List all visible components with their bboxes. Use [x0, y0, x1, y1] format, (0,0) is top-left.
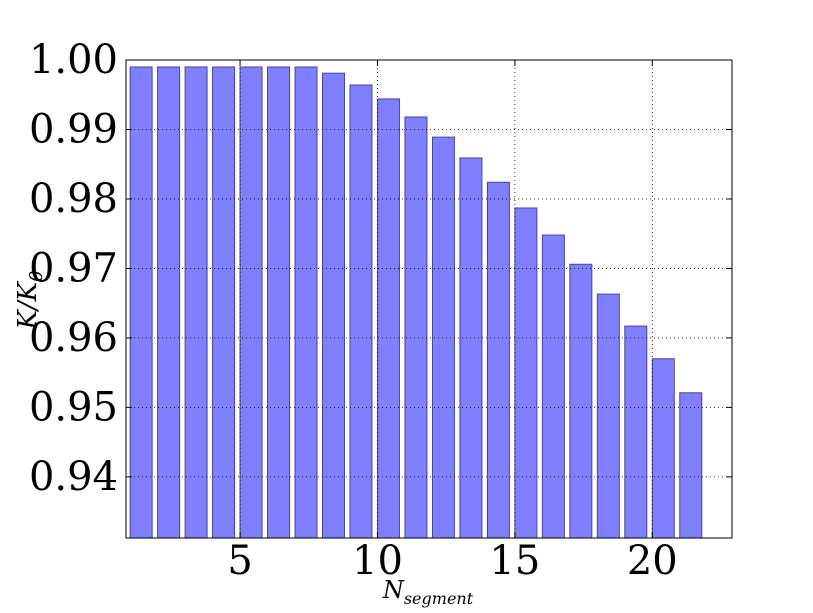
x-tick-label: 10 — [352, 538, 403, 584]
bar — [486, 181, 510, 539]
bar — [431, 136, 455, 539]
bar — [679, 392, 703, 539]
x-label-sub: segment — [404, 589, 474, 608]
bar — [212, 66, 236, 539]
bar — [459, 157, 483, 539]
x-tick-label: 15 — [489, 538, 540, 584]
bar — [404, 116, 428, 539]
bar — [239, 66, 263, 539]
bar — [624, 325, 648, 539]
y-tick-label: 0.97 — [29, 245, 118, 291]
bar — [569, 263, 593, 539]
y-tick-label: 0.99 — [29, 106, 118, 152]
bar — [514, 207, 538, 539]
y-label-sub: 0 — [26, 270, 47, 281]
y-tick-label: 0.98 — [29, 176, 118, 222]
y-label-main: K/K — [13, 280, 43, 330]
bar — [184, 66, 208, 539]
y-tick-label: 0.94 — [29, 454, 118, 500]
bar — [157, 66, 181, 539]
bar — [541, 234, 565, 539]
x-tick-label: 5 — [227, 538, 252, 584]
bar — [596, 293, 620, 539]
x-label-main: N — [382, 576, 405, 604]
bar — [322, 72, 345, 539]
y-axis-label: K/K0 — [13, 270, 47, 330]
y-tick-label: 0.96 — [29, 315, 118, 361]
x-axis-label: Nsegment — [382, 576, 474, 608]
y-tick-label: 0.95 — [29, 384, 118, 430]
y-tick-label: 1.00 — [29, 37, 118, 83]
bar — [376, 98, 400, 539]
plot-frame — [125, 59, 733, 539]
bar — [651, 358, 675, 539]
bar — [294, 66, 318, 539]
bar — [267, 66, 291, 539]
bar — [129, 66, 153, 539]
bar — [349, 84, 373, 539]
x-tick-label: 20 — [627, 538, 678, 584]
